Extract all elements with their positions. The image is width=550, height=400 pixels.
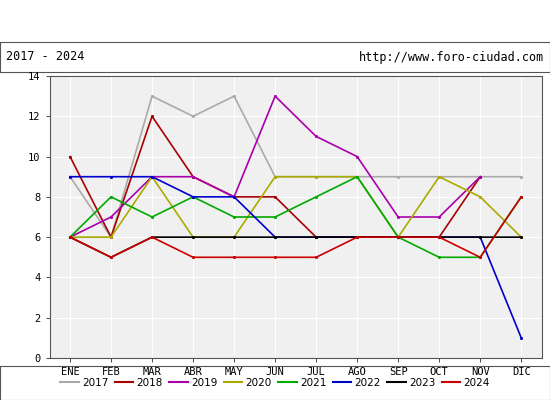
- Text: http://www.foro-ciudad.com: http://www.foro-ciudad.com: [359, 50, 544, 64]
- Legend: 2017, 2018, 2019, 2020, 2021, 2022, 2023, 2024: 2017, 2018, 2019, 2020, 2021, 2022, 2023…: [56, 374, 494, 392]
- Text: 2017 - 2024: 2017 - 2024: [6, 50, 84, 64]
- Text: Evolucion del paro registrado en Villagarcía de Campos: Evolucion del paro registrado en Villaga…: [39, 13, 512, 29]
